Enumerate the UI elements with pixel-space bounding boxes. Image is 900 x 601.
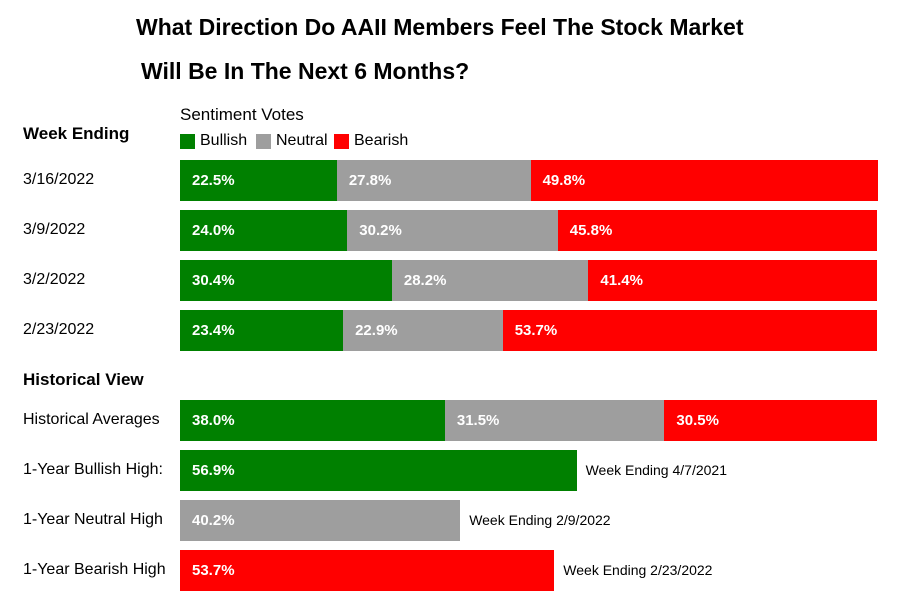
bearish-high-label: 1-Year Bearish High xyxy=(23,561,166,578)
historical-averages-bar: 38.0% 31.5% 30.5% xyxy=(180,400,877,441)
neutral-high-note: Week Ending 2/9/2022 xyxy=(469,512,611,528)
historical-averages-label: Historical Averages xyxy=(23,411,160,428)
bullish-high-bar: 56.9% xyxy=(180,450,577,491)
legend-bullish: Bullish xyxy=(180,132,247,150)
chart-title-line2: Will Be In The Next 6 Months? xyxy=(141,58,470,84)
legend-neutral-swatch xyxy=(256,133,271,149)
week-bar-0-neutral-segment: 27.8% xyxy=(336,160,531,201)
week-label-2: 3/2/2022 xyxy=(23,271,86,288)
neutral-high-bar-segment: 40.2% xyxy=(180,500,461,541)
sentiment-votes-label: Sentiment Votes xyxy=(180,105,304,124)
chart-title-line1: What Direction Do AAII Members Feel The … xyxy=(136,14,744,40)
bullish-high-bar-segment: 56.9% xyxy=(180,450,577,491)
week-label-3: 2/23/2022 xyxy=(23,321,95,338)
week-bar-0-bullish-segment: 22.5% xyxy=(180,160,337,201)
week-label-1: 3/9/2022 xyxy=(23,221,86,238)
bullish-high-label: 1-Year Bullish High: xyxy=(23,461,163,478)
legend-bullish-label: Bullish xyxy=(200,132,248,149)
bullish-high-note: Week Ending 4/7/2021 xyxy=(585,462,727,478)
legend-neutral: Neutral xyxy=(256,132,328,150)
week-bar-0-bearish-segment: 49.8% xyxy=(530,160,878,201)
week-bar-2: 30.4% 28.2% 41.4% xyxy=(180,260,877,301)
legend-neutral-label: Neutral xyxy=(276,132,328,149)
bearish-high-bar-segment: 53.7% xyxy=(180,550,555,591)
week-bar-2-neutral-segment: 28.2% xyxy=(391,260,589,301)
week-bar-1-bearish-segment: 45.8% xyxy=(557,210,877,251)
bearish-high-bar: 53.7% xyxy=(180,550,555,591)
neutral-high-label: 1-Year Neutral High xyxy=(23,511,163,528)
week-bar-1-neutral-segment: 30.2% xyxy=(347,210,558,251)
legend-bullish-swatch xyxy=(180,133,195,149)
legend-bearish: Bearish xyxy=(334,132,408,150)
week-label-0: 3/16/2022 xyxy=(23,171,95,188)
historical-averages-bar-neutral-segment: 31.5% xyxy=(444,400,665,441)
historical-averages-bar-bullish-segment: 38.0% xyxy=(180,400,445,441)
bearish-high-note: Week Ending 2/23/2022 xyxy=(563,562,713,578)
week-ending-header: Week Ending xyxy=(23,124,130,143)
neutral-high-bar: 40.2% xyxy=(180,500,461,541)
week-bar-1: 24.0% 30.2% 45.8% xyxy=(180,210,877,251)
historical-view-header: Historical View xyxy=(23,370,144,389)
week-bar-1-bullish-segment: 24.0% xyxy=(180,210,348,251)
week-bar-3: 23.4% 22.9% 53.7% xyxy=(180,310,877,351)
legend-bearish-label: Bearish xyxy=(354,132,409,149)
historical-averages-bar-bearish-segment: 30.5% xyxy=(664,400,877,441)
legend-bearish-swatch xyxy=(334,133,349,149)
week-bar-3-bearish-segment: 53.7% xyxy=(502,310,877,351)
week-bar-2-bullish-segment: 30.4% xyxy=(180,260,392,301)
week-bar-3-neutral-segment: 22.9% xyxy=(343,310,503,351)
week-bar-3-bullish-segment: 23.4% xyxy=(180,310,344,351)
week-bar-2-bearish-segment: 41.4% xyxy=(588,260,877,301)
week-bar-0: 22.5% 27.8% 49.8% xyxy=(180,160,878,201)
